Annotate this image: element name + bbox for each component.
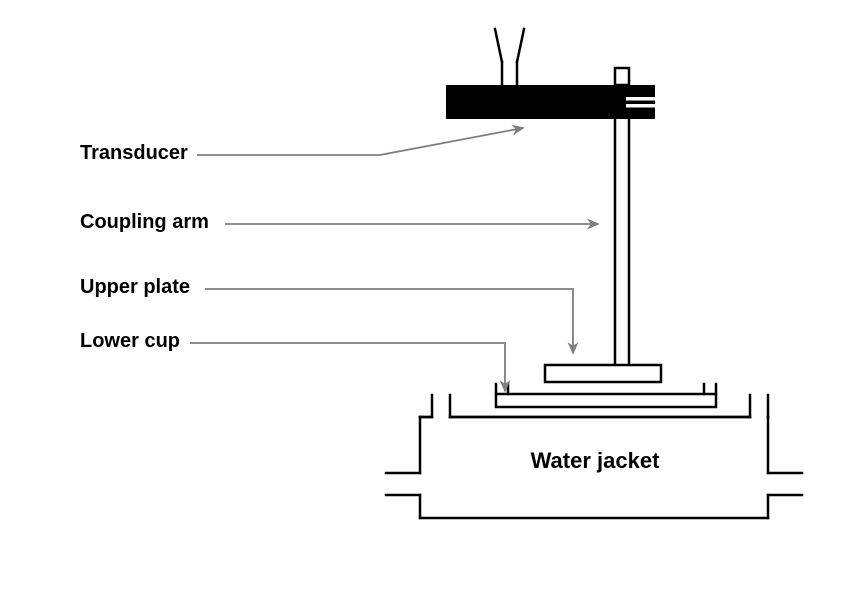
label-water-jacket: Water jacket	[520, 448, 670, 474]
right-port	[768, 473, 802, 495]
label-transducer: Transducer	[80, 142, 188, 165]
lower-cup	[496, 384, 716, 407]
label-lower-cup: Lower cup	[80, 330, 180, 353]
transducer-top	[495, 29, 524, 85]
left-port	[386, 473, 420, 495]
callout-arrows	[190, 128, 598, 391]
diagram-svg	[0, 0, 851, 598]
transducer-block	[446, 85, 655, 119]
label-coupling-arm: Coupling arm	[80, 211, 209, 234]
upper-plate	[545, 365, 661, 382]
diagram-stage: Transducer Coupling arm Upper plate Lowe…	[0, 0, 851, 598]
label-upper-plate: Upper plate	[80, 276, 190, 299]
